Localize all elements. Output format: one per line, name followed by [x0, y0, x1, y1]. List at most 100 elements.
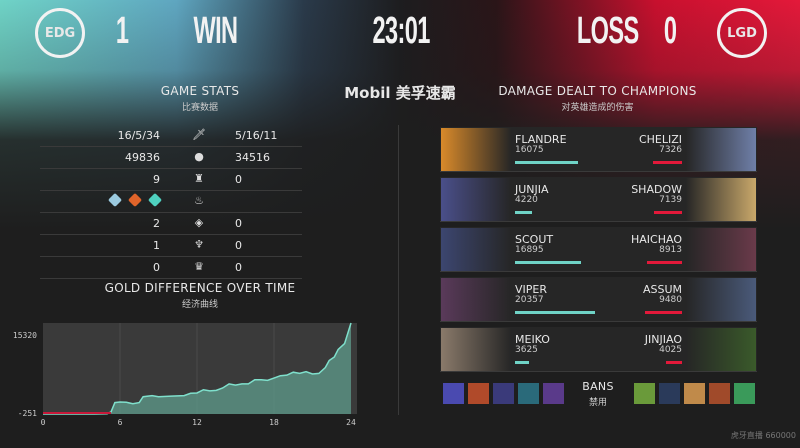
right-champion-portrait	[686, 328, 756, 371]
player-matchup: MEIKO 3625 JINJIAO 4025	[440, 327, 757, 372]
x-tick-label: 0	[41, 418, 46, 427]
game-stats-title: GAME STATS	[160, 84, 240, 98]
left-player-name: SCOUT	[515, 233, 554, 246]
right-team-name: LGD	[727, 25, 757, 41]
right-player-damage: 7326	[659, 145, 682, 155]
left-player-damage: 4220	[515, 195, 538, 205]
y-tick-label: -251	[18, 409, 37, 418]
right-damage-bar	[644, 311, 682, 314]
right-ban-champion-icon	[659, 383, 680, 404]
watermark: 虎牙直播 660000	[730, 431, 796, 440]
gold-line	[43, 322, 352, 415]
stat-left-value: 16/5/34	[117, 129, 160, 142]
stat-row: 2 ◈ 0	[40, 213, 302, 235]
stat-left-value: 9	[153, 173, 160, 186]
left-result: WIN	[193, 10, 238, 52]
left-damage-bar	[515, 311, 595, 314]
left-champion-portrait	[441, 128, 511, 171]
left-champion-portrait	[441, 278, 511, 321]
gold-area	[43, 323, 351, 414]
elder-dragon-icon: ♛	[194, 260, 204, 273]
left-ban-champion-icon	[468, 383, 489, 404]
left-player-name: FLANDRE	[515, 133, 567, 146]
right-player-name: SHADOW	[631, 183, 682, 196]
x-tick-label: 6	[118, 418, 123, 427]
stat-left-value: 49836	[125, 151, 160, 164]
bans-sublabel: 禁用	[588, 398, 607, 408]
tower-icon: ♜	[194, 172, 204, 185]
stat-row: ♨	[40, 191, 302, 213]
right-ban-champion-icon	[634, 383, 655, 404]
right-player-damage: 7139	[659, 195, 682, 205]
right-champion-portrait	[686, 128, 756, 171]
infernal-dragon-icon	[127, 192, 143, 208]
left-champion-portrait	[441, 228, 511, 271]
left-player-name: JUNJIA	[515, 183, 549, 196]
left-player-damage: 20357	[515, 295, 544, 305]
right-champion-portrait	[686, 278, 756, 321]
right-player-damage: 9480	[659, 295, 682, 305]
stat-right-value: 0	[235, 217, 242, 230]
left-champion-portrait	[441, 178, 511, 221]
left-damage-bar	[515, 261, 582, 264]
right-ban-champion-icon	[709, 383, 730, 404]
kda-sword-icon: 🗡	[192, 128, 206, 141]
stat-row: 0 ♛ 0	[40, 257, 302, 279]
left-team-name: EDG	[44, 25, 76, 41]
y-tick-label: 15320	[13, 331, 37, 340]
right-champion-portrait	[686, 178, 756, 221]
right-player-name: HAICHAO	[631, 233, 682, 246]
player-matchup: FLANDRE 16075 CHELIZI 7326	[440, 127, 757, 172]
stat-row: 1 ♆ 0	[40, 235, 302, 257]
cloud-dragon-icon	[107, 192, 123, 208]
left-player-name: MEIKO	[515, 333, 550, 346]
stat-left-value: 2	[153, 217, 160, 230]
stat-row: 49836 ● 34516	[40, 147, 302, 169]
gold-difference-chart: 15320 -251 0 6 12 18 24	[13, 322, 357, 427]
damage-title: DAMAGE DEALT TO CHAMPIONS	[498, 84, 697, 98]
right-player-name: JINJIAO	[644, 333, 682, 346]
left-champion-portrait	[441, 328, 511, 371]
stat-left-value: 1	[153, 239, 160, 252]
gold-icon: ●	[194, 150, 204, 163]
baron-icon: ♆	[194, 238, 204, 251]
right-score: 0	[663, 10, 677, 52]
stat-row: 9 ♜ 0	[40, 169, 302, 191]
gold-chart-title: GOLD DIFFERENCE OVER TIME	[104, 281, 296, 295]
gold-chart-subtitle: 经济曲线	[181, 300, 218, 310]
game-time: 23:01	[372, 10, 431, 52]
right-damage-bar	[653, 211, 682, 214]
right-damage-bar	[646, 261, 682, 264]
stat-right-value: 0	[235, 261, 242, 274]
bans-label: BANS	[582, 380, 614, 393]
right-damage-bar	[653, 161, 682, 164]
right-champion-portrait	[686, 228, 756, 271]
right-ban-champion-icon	[684, 383, 705, 404]
divider	[398, 125, 399, 415]
stat-right-value: 0	[235, 173, 242, 186]
left-damage-bar	[515, 211, 532, 214]
stat-right-value: 34516	[235, 151, 270, 164]
left-ban-champion-icon	[443, 383, 464, 404]
x-tick-label: 12	[192, 418, 202, 427]
player-matchup: SCOUT 16895 HAICHAO 8913	[440, 227, 757, 272]
right-damage-bar	[666, 361, 682, 364]
right-result: LOSS	[576, 10, 639, 52]
right-ban-champion-icon	[734, 383, 755, 404]
stat-right-value: 5/16/11	[235, 129, 278, 142]
left-player-damage: 16895	[515, 245, 544, 255]
left-ban-champion-icon	[518, 383, 539, 404]
right-player-name: CHELIZI	[638, 133, 682, 146]
left-damage-bar	[515, 161, 579, 164]
lgd-logo: LGD	[717, 8, 767, 58]
hextech-dragon-icon	[147, 192, 163, 208]
left-player-damage: 16075	[515, 145, 544, 155]
edg-logo: EDG	[35, 8, 85, 58]
sponsor-logo: Mobil 美孚速霸	[344, 84, 456, 102]
left-score: 1	[115, 10, 129, 52]
rift-herald-icon: ◈	[194, 216, 204, 229]
damage-subtitle: 对英雄造成的伤害	[561, 103, 634, 113]
game-stats-subtitle: 比赛数据	[181, 103, 218, 113]
left-ban-champion-icon	[543, 383, 564, 404]
right-player-damage: 8913	[659, 245, 682, 255]
